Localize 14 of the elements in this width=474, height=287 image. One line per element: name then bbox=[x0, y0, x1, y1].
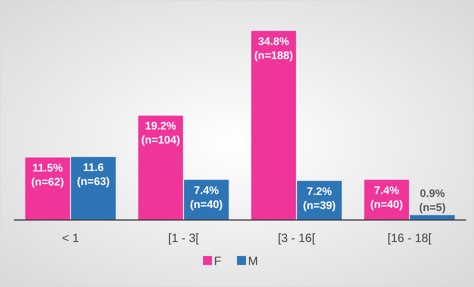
data-label: 7.2% (n=39) bbox=[303, 186, 336, 212]
data-label: 11.6 (n=63) bbox=[77, 162, 110, 188]
data-label: 11.5% (n=62) bbox=[31, 162, 64, 189]
x-tick-label: [1 - 3[ bbox=[168, 231, 200, 245]
data-label: 34.8% (n=188) bbox=[254, 36, 294, 62]
data-label: 7.4% (n=40) bbox=[370, 184, 404, 211]
x-tick-label: [3 - 16[ bbox=[278, 231, 316, 245]
legend-label: M bbox=[248, 254, 258, 268]
data-label: 0.9% (n=5) bbox=[419, 188, 446, 214]
legend-label: F bbox=[214, 254, 222, 268]
data-label: 7.4% (n=40) bbox=[190, 184, 224, 211]
data-label: 19.2% (n=104) bbox=[141, 120, 180, 147]
x-tick-label: [16 - 18[ bbox=[387, 231, 432, 245]
x-tick-label: < 1 bbox=[62, 231, 80, 245]
